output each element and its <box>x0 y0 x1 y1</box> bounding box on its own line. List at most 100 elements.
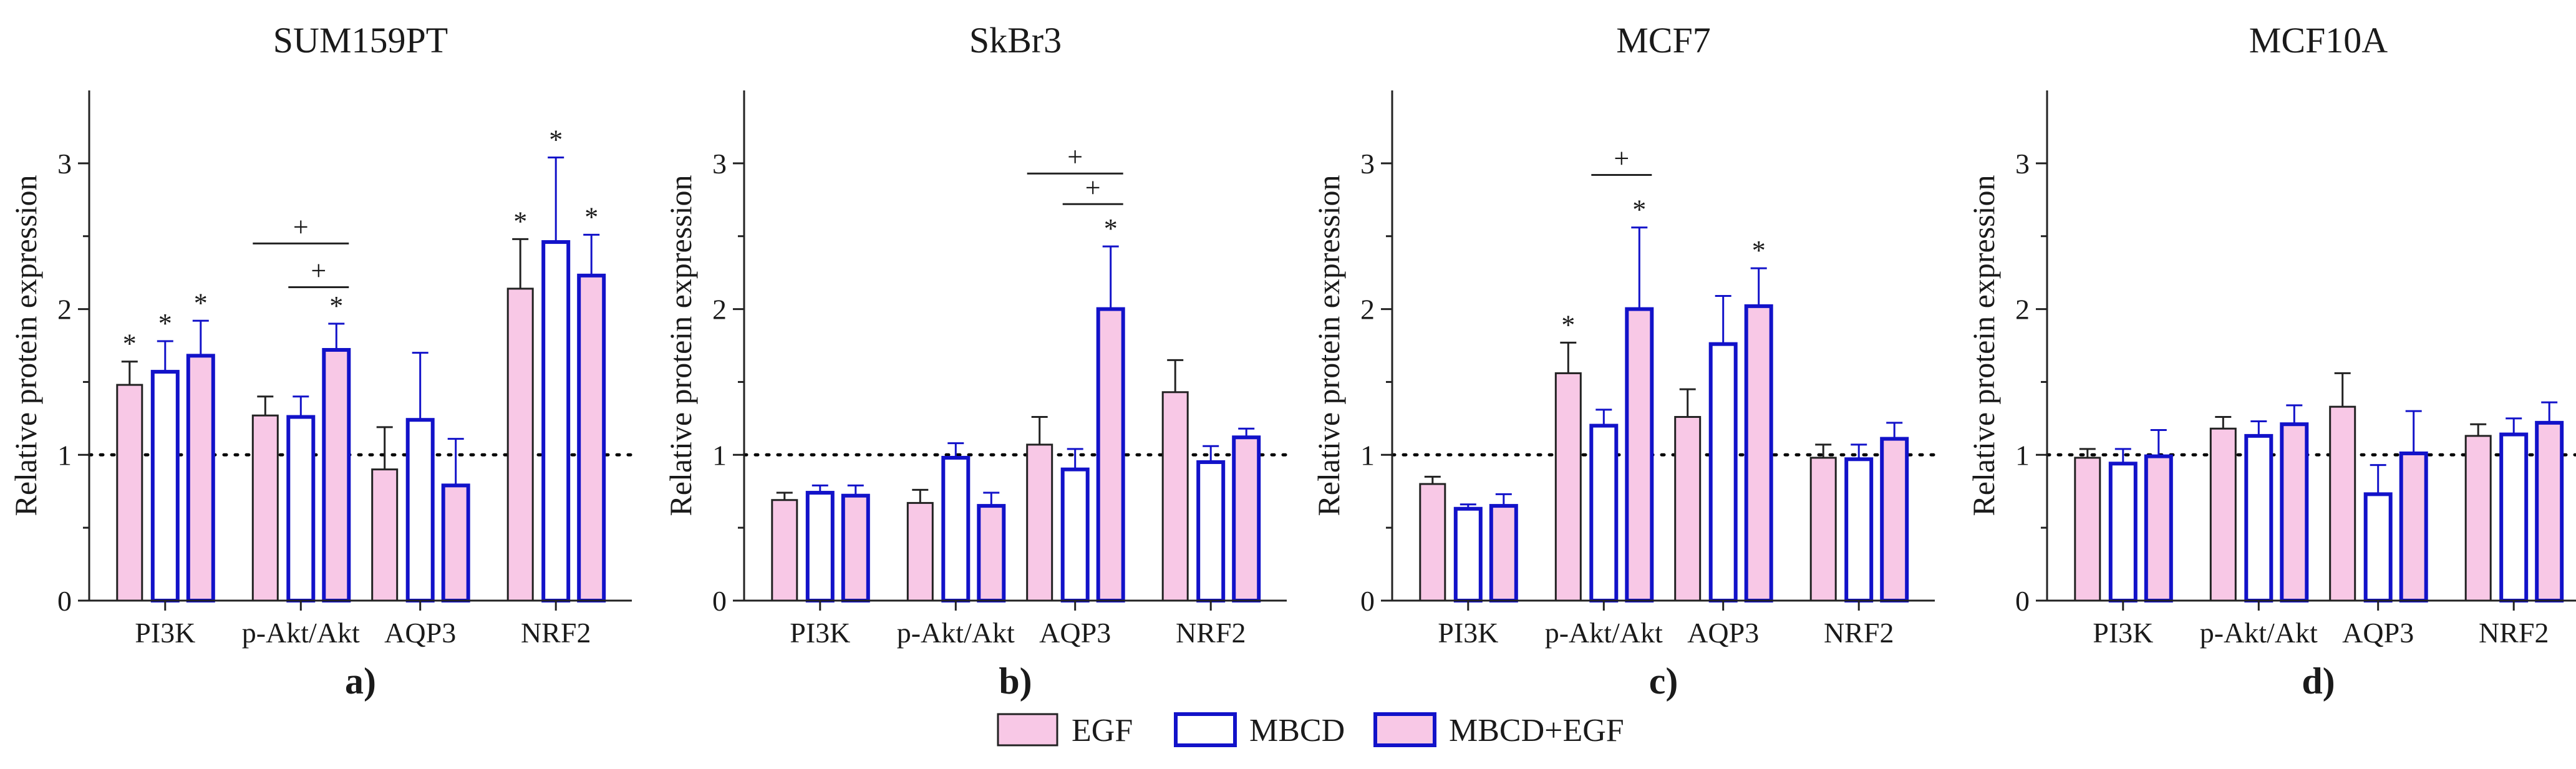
bar <box>2329 405 2356 602</box>
category-label: PI3K <box>790 617 850 649</box>
bar <box>2464 435 2492 602</box>
category-label: p-Akt/Akt <box>2200 617 2318 649</box>
legend: EGF MBCD MBCD+EGF <box>997 712 1624 748</box>
bar <box>1096 307 1125 602</box>
bar <box>1554 372 1582 602</box>
significance-star: * <box>158 308 172 339</box>
y-tick-label: 0 <box>2015 585 2030 617</box>
category-label: NRF2 <box>1824 617 1894 649</box>
significance-plus: + <box>1085 172 1101 203</box>
y-tick-label: 1 <box>57 439 72 471</box>
bar <box>2074 457 2101 602</box>
bar <box>1196 460 1226 602</box>
significance-star: * <box>1632 195 1646 225</box>
bar <box>906 501 934 602</box>
y-tick-label: 0 <box>712 585 727 617</box>
y-axis-label: Relative protein expression <box>8 175 43 516</box>
category-label: PI3K <box>1438 617 1498 649</box>
y-tick-label: 2 <box>1360 294 1375 326</box>
significance-star: * <box>513 206 527 236</box>
bar <box>541 240 571 602</box>
category-label: AQP3 <box>384 617 456 649</box>
legend-swatch <box>997 713 1058 747</box>
bar <box>251 414 279 602</box>
bar <box>941 455 971 603</box>
bar <box>1489 504 1518 602</box>
bar <box>186 354 215 602</box>
panel-label: a) <box>345 660 376 702</box>
y-axis-label: Relative protein expression <box>1311 175 1346 516</box>
bar <box>1708 342 1738 602</box>
panel-1: SUM159PT Relative protein expression * * * * *… <box>8 20 634 702</box>
bar <box>1880 437 1909 602</box>
category-label: NRF2 <box>2479 617 2549 649</box>
category-label: PI3K <box>2093 617 2153 649</box>
bar <box>116 384 143 602</box>
bar <box>1844 457 1874 602</box>
bar <box>1026 443 1053 602</box>
significance-star: * <box>194 288 208 318</box>
significance-star: * <box>123 329 137 359</box>
bar <box>2244 433 2273 602</box>
chart-panels: SUM159PT Relative protein expression * * * * *… <box>8 20 2576 702</box>
significance-star: * <box>1104 213 1118 244</box>
panel-label: c) <box>1649 660 1678 702</box>
legend-swatch <box>1174 712 1237 747</box>
bar <box>322 348 351 602</box>
bar <box>1060 467 1090 603</box>
significance-plus: + <box>1614 143 1629 174</box>
bar <box>577 273 606 602</box>
y-tick-label: 2 <box>57 294 72 326</box>
legend-label: MBCD <box>1249 713 1345 748</box>
panel-title: MCF7 <box>1616 20 1711 60</box>
bar <box>2535 420 2564 603</box>
bar <box>805 491 835 603</box>
y-tick-label: 0 <box>57 585 72 617</box>
panel-label: d) <box>2302 660 2335 702</box>
bar <box>1232 435 1261 602</box>
bar <box>2209 427 2237 602</box>
bar <box>1453 506 1483 603</box>
category-label: AQP3 <box>1039 617 1111 649</box>
significance-star: * <box>584 201 598 232</box>
y-tick-label: 1 <box>712 439 727 471</box>
significance-plus: + <box>311 256 326 286</box>
panel-label: b) <box>999 660 1032 702</box>
bar <box>771 499 798 602</box>
category-label: PI3K <box>135 617 195 649</box>
bar <box>1161 391 1189 602</box>
panel-title: SkBr3 <box>969 20 1062 60</box>
bar <box>2108 462 2138 603</box>
bar <box>2144 454 2173 602</box>
bar <box>150 370 180 602</box>
bar <box>405 418 435 602</box>
bar <box>2499 432 2529 603</box>
y-tick-label: 2 <box>712 294 727 326</box>
y-tick-label: 3 <box>2015 148 2030 180</box>
y-tick-label: 3 <box>712 148 727 180</box>
bar <box>841 493 870 602</box>
significance-plus: + <box>293 211 309 242</box>
bar <box>1625 307 1654 602</box>
significance-star: * <box>1752 235 1766 266</box>
y-axis-label: Relative protein expression <box>1966 175 2001 516</box>
y-tick-label: 0 <box>1360 585 1375 617</box>
y-axis-label: Relative protein expression <box>663 175 698 516</box>
y-tick-label: 1 <box>2015 439 2030 471</box>
bar <box>977 504 1006 602</box>
y-tick-label: 3 <box>57 148 72 180</box>
significance-star: * <box>329 291 343 321</box>
bar <box>1589 423 1619 602</box>
category-label: AQP3 <box>2342 617 2414 649</box>
y-tick-label: 3 <box>1360 148 1375 180</box>
bar <box>2280 422 2309 602</box>
significance-star: * <box>1561 309 1575 340</box>
category-label: NRF2 <box>521 617 591 649</box>
bar <box>1674 416 1702 602</box>
legend-label: MBCD+EGF <box>1449 713 1624 748</box>
legend-swatch <box>1373 712 1436 747</box>
bar <box>286 415 316 603</box>
significance-star: * <box>549 125 563 155</box>
